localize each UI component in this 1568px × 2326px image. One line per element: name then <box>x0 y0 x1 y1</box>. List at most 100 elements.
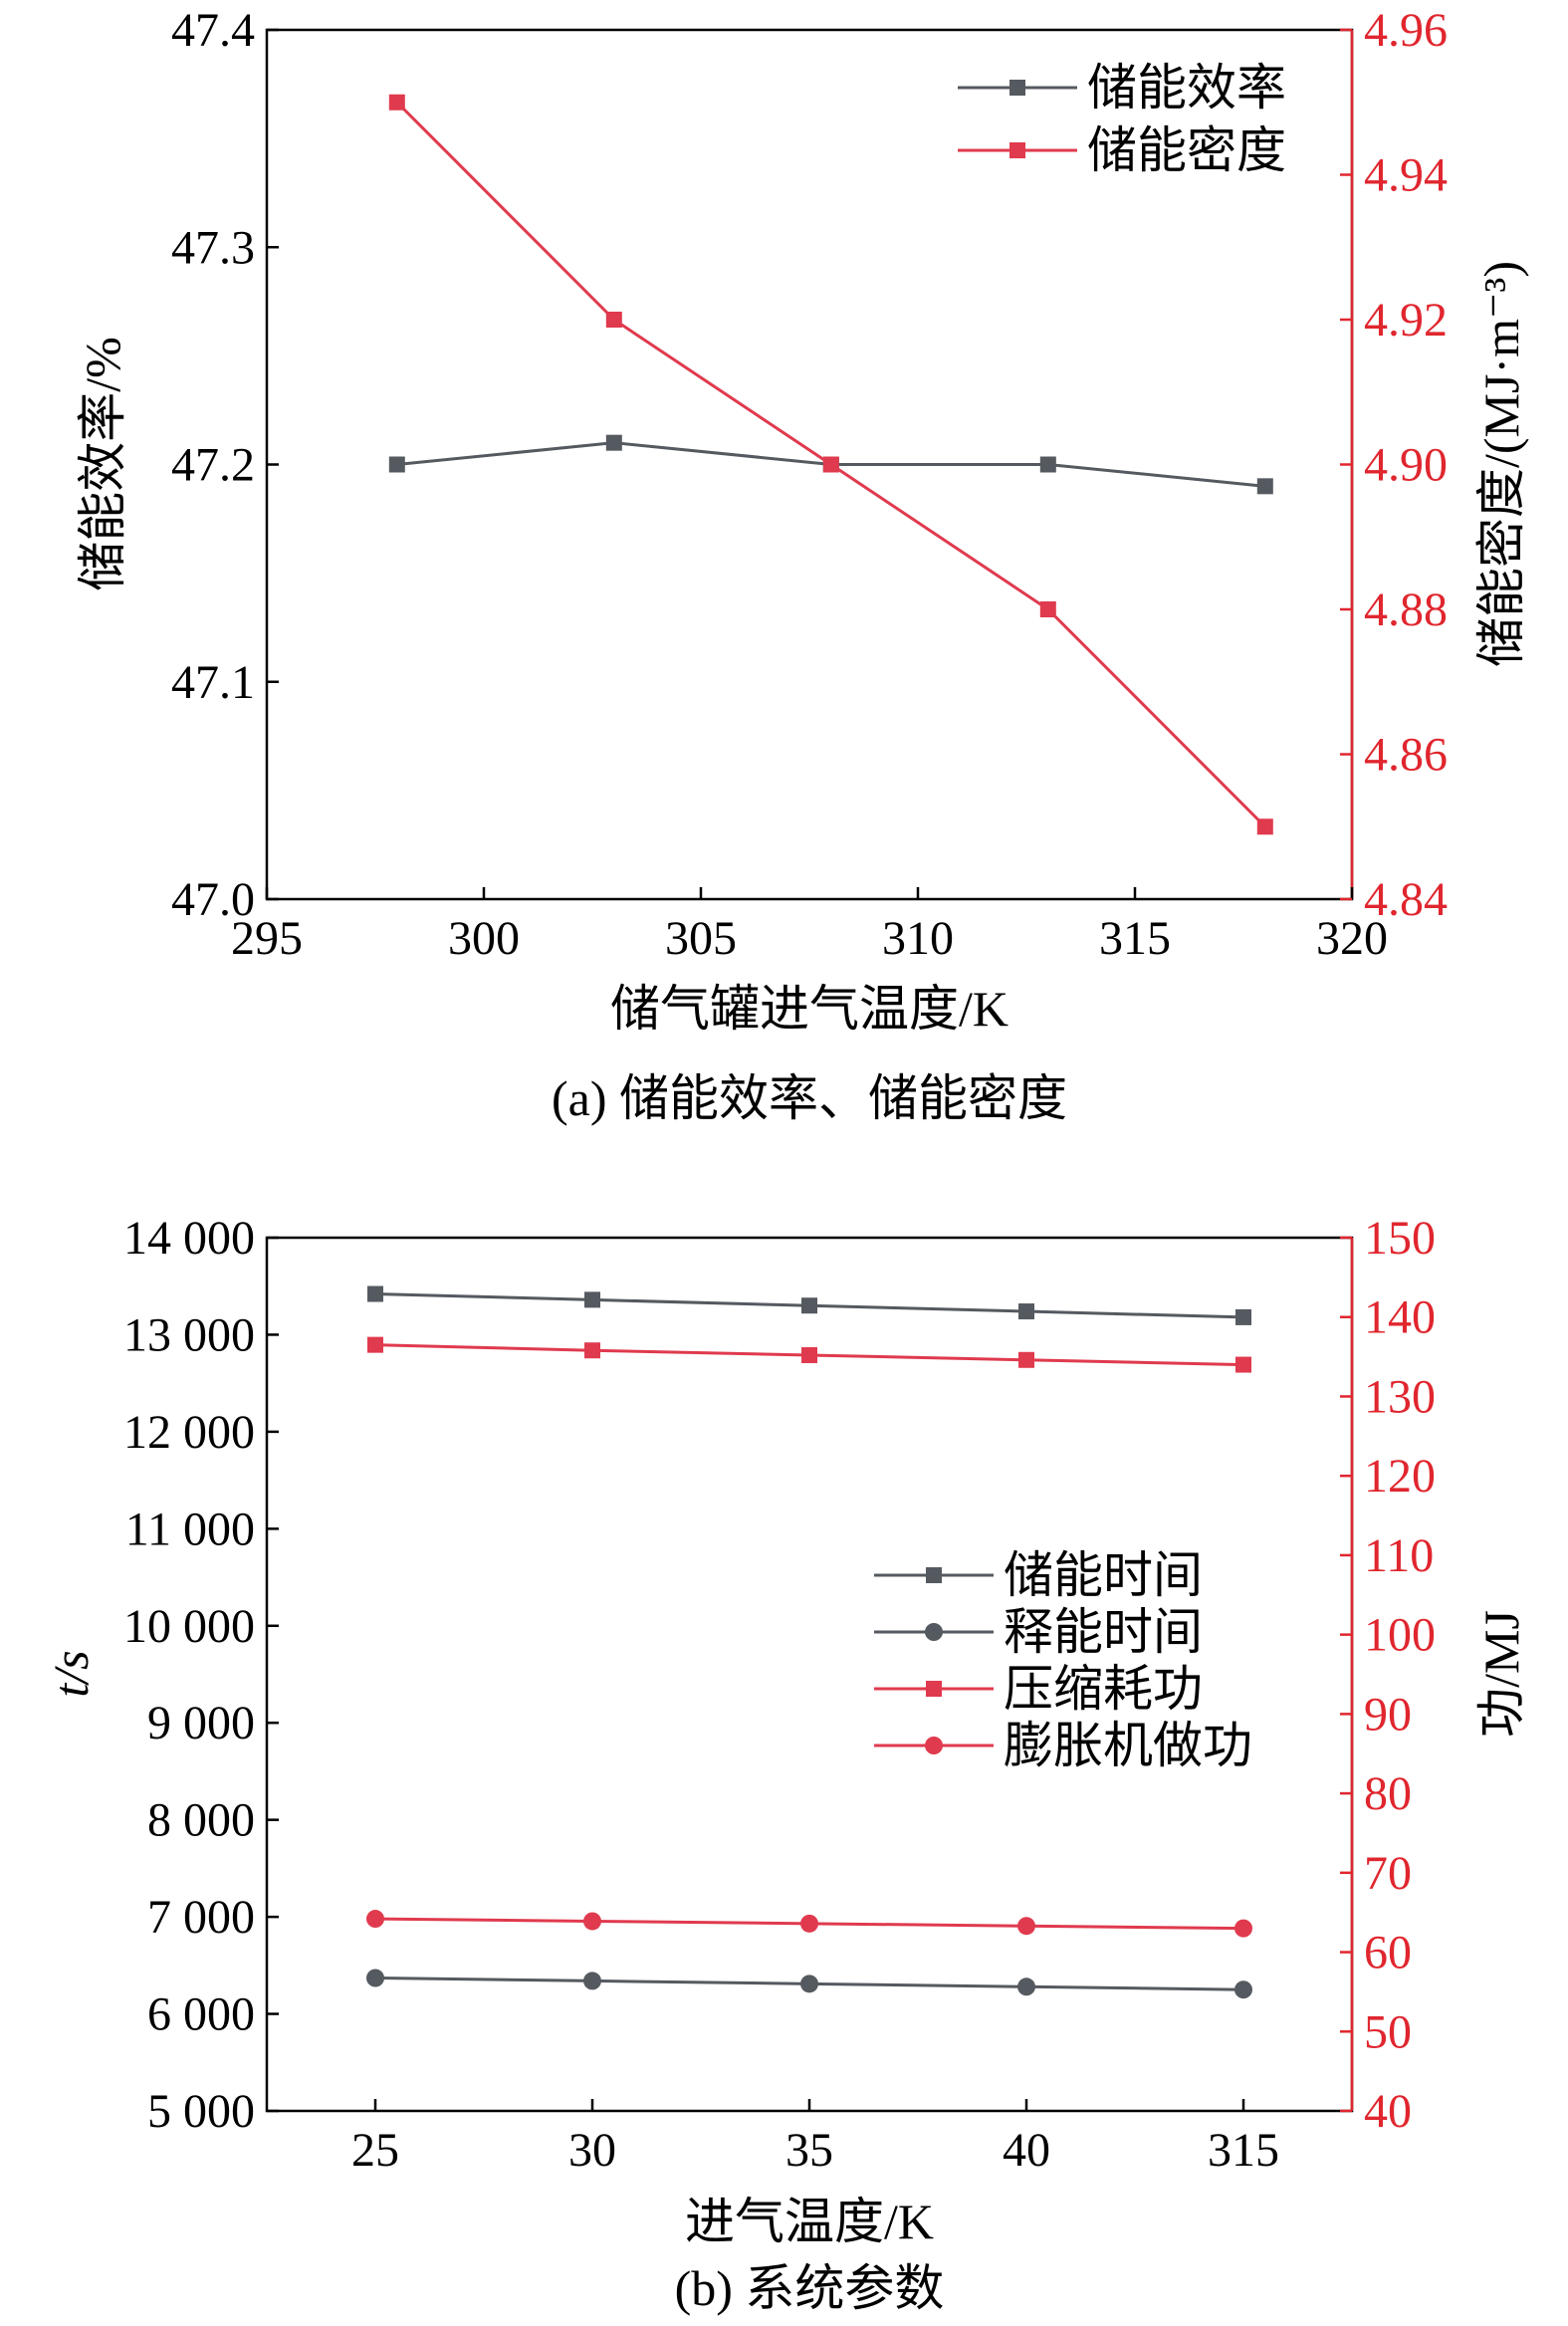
data-point-marker <box>366 1910 384 1929</box>
x-tick-label: 320 <box>1316 912 1388 965</box>
left-y-tick-label: 47.3 <box>171 221 255 274</box>
right-y-tick-label: 110 <box>1364 1529 1434 1582</box>
legend-label: 膨胀机做功 <box>1004 1718 1252 1773</box>
legend-item: 储能时间 <box>874 1547 1203 1603</box>
series-1 <box>367 1285 1251 1325</box>
chart-b-x-ticks: 25 30 35 40 315 <box>351 2099 1279 2177</box>
chart-b-left-y-ticks: 5 000 6 000 7 000 8 000 9 000 10 000 11 000 12 … <box>123 1212 279 2138</box>
data-point-marker <box>822 456 839 473</box>
data-point-marker <box>584 1342 600 1359</box>
data-point-marker <box>1234 1919 1252 1938</box>
right-y-tick-label: 50 <box>1364 2005 1412 2058</box>
legend-marker <box>925 1737 943 1754</box>
data-point-marker <box>367 1336 383 1353</box>
data-point-marker <box>1017 1977 1035 1996</box>
data-point-marker <box>801 1297 817 1314</box>
left-y-tick-label: 13 000 <box>123 1308 255 1361</box>
right-y-tick-label: 4.94 <box>1364 149 1448 202</box>
right-y-tick-label: 4.88 <box>1364 583 1448 636</box>
x-tick-label: 305 <box>665 912 737 965</box>
right-y-tick-label: 60 <box>1364 1927 1412 1979</box>
right-y-tick-label: 4.84 <box>1364 873 1448 926</box>
right-y-tick-label: 100 <box>1364 1609 1436 1662</box>
data-point-marker <box>388 456 405 473</box>
data-point-marker <box>388 94 405 111</box>
data-point-marker <box>583 1972 601 1990</box>
data-point-marker <box>1018 1351 1034 1368</box>
left-y-tick-label: 10 000 <box>123 1600 255 1653</box>
legend-marker <box>926 1567 942 1583</box>
left-y-tick-label: 8 000 <box>147 1794 255 1847</box>
data-point-marker <box>1235 1356 1251 1373</box>
legend-marker <box>925 1623 943 1641</box>
right-y-tick-label: 80 <box>1364 1767 1412 1820</box>
right-y-tick-label: 4.92 <box>1364 294 1448 347</box>
data-point-marker <box>367 1285 383 1302</box>
chart-b-left-y-axis-title: t/s <box>43 1650 99 1697</box>
series-2 <box>366 1969 1252 1999</box>
chart-a: 295 300 305 310 315 320 47.047.147.247.347.4 … <box>75 4 1529 1126</box>
right-y-tick-label: 4.90 <box>1364 439 1448 492</box>
legend-label: 储能时间 <box>1004 1547 1203 1603</box>
x-tick-label: 315 <box>1099 912 1171 965</box>
series-3 <box>367 1336 1251 1373</box>
left-y-tick-label: 47.0 <box>171 873 255 926</box>
right-y-tick-label: 130 <box>1364 1370 1436 1423</box>
left-y-tick-label: 9 000 <box>147 1697 255 1749</box>
series-4 <box>366 1910 1252 1938</box>
x-tick-label: 300 <box>448 912 520 965</box>
left-y-tick-label: 47.1 <box>171 656 255 709</box>
chart-a-series <box>388 94 1273 835</box>
legend-label: 储能密度 <box>1087 122 1286 178</box>
right-y-tick-label: 140 <box>1364 1291 1436 1344</box>
data-point-marker <box>1235 1308 1251 1325</box>
right-y-tick-label: 150 <box>1364 1212 1436 1265</box>
x-tick-label: 25 <box>351 2124 399 2177</box>
data-point-marker <box>1039 601 1056 617</box>
x-tick-label: 295 <box>231 912 303 965</box>
data-point-marker <box>1018 1303 1034 1320</box>
chart-b-caption: (b) 系统参数 <box>675 2260 945 2316</box>
right-y-tick-label: 70 <box>1364 1847 1412 1900</box>
right-y-tick-label: 4.86 <box>1364 729 1448 782</box>
x-tick-label: 315 <box>1208 2124 1279 2177</box>
right-y-tick-label: 4.96 <box>1364 4 1448 57</box>
left-y-tick-label: 12 000 <box>123 1406 255 1459</box>
data-point-marker <box>1256 478 1273 495</box>
data-point-marker <box>584 1291 600 1308</box>
legend-label: 压缩耗功 <box>1004 1661 1203 1717</box>
chart-b-x-axis-title: 进气温度/K <box>685 2194 934 2249</box>
legend-item: 储能密度 <box>958 122 1286 178</box>
legend-item: 释能时间 <box>874 1604 1203 1660</box>
left-y-tick-label: 47.4 <box>171 4 255 57</box>
legend-marker <box>1009 142 1025 158</box>
data-point-marker <box>1234 1980 1252 1999</box>
chart-a-left-y-axis-title: 储能效率/% <box>75 337 130 591</box>
x-tick-label: 35 <box>785 2124 833 2177</box>
data-point-marker <box>1256 818 1273 835</box>
legend-item: 膨胀机做功 <box>874 1718 1252 1773</box>
data-point-marker <box>801 1346 817 1363</box>
chart-a-right-y-ticks: 4.84 4.86 4.88 4.90 4.92 4.94 4.96 <box>1340 4 1448 926</box>
left-y-tick-label: 47.2 <box>171 439 255 492</box>
x-tick-label: 310 <box>882 912 954 965</box>
legend-label: 释能时间 <box>1004 1604 1203 1660</box>
data-point-marker <box>366 1969 384 1987</box>
right-y-tick-label: 120 <box>1364 1450 1436 1503</box>
chart-a-x-ticks: 295 300 305 310 315 320 <box>231 887 1388 965</box>
legend-label: 储能效率 <box>1087 60 1286 116</box>
legend-item: 压缩耗功 <box>874 1661 1203 1717</box>
data-point-marker <box>583 1912 601 1931</box>
chart-b-right-y-axis-title: 功/MJ <box>1473 1610 1529 1738</box>
left-y-tick-label: 11 000 <box>125 1503 255 1555</box>
chart-b-series <box>366 1285 1252 1999</box>
chart-b-right-y-ticks: 40 50 60 70 80 90 100 110 120 130 140 150 <box>1340 1212 1436 2138</box>
chart-a-left-y-ticks: 47.0 47.1 47.2 47.3 47.4 <box>171 4 279 926</box>
chart-a-caption: (a) 储能效率、储能密度 <box>552 1070 1067 1126</box>
data-point-marker <box>1017 1917 1035 1936</box>
chart-a-right-y-axis-title: 储能密度/(MJ·m⁻³) <box>1473 261 1529 667</box>
legend-marker <box>1009 80 1025 96</box>
left-y-tick-label: 5 000 <box>147 2085 255 2138</box>
